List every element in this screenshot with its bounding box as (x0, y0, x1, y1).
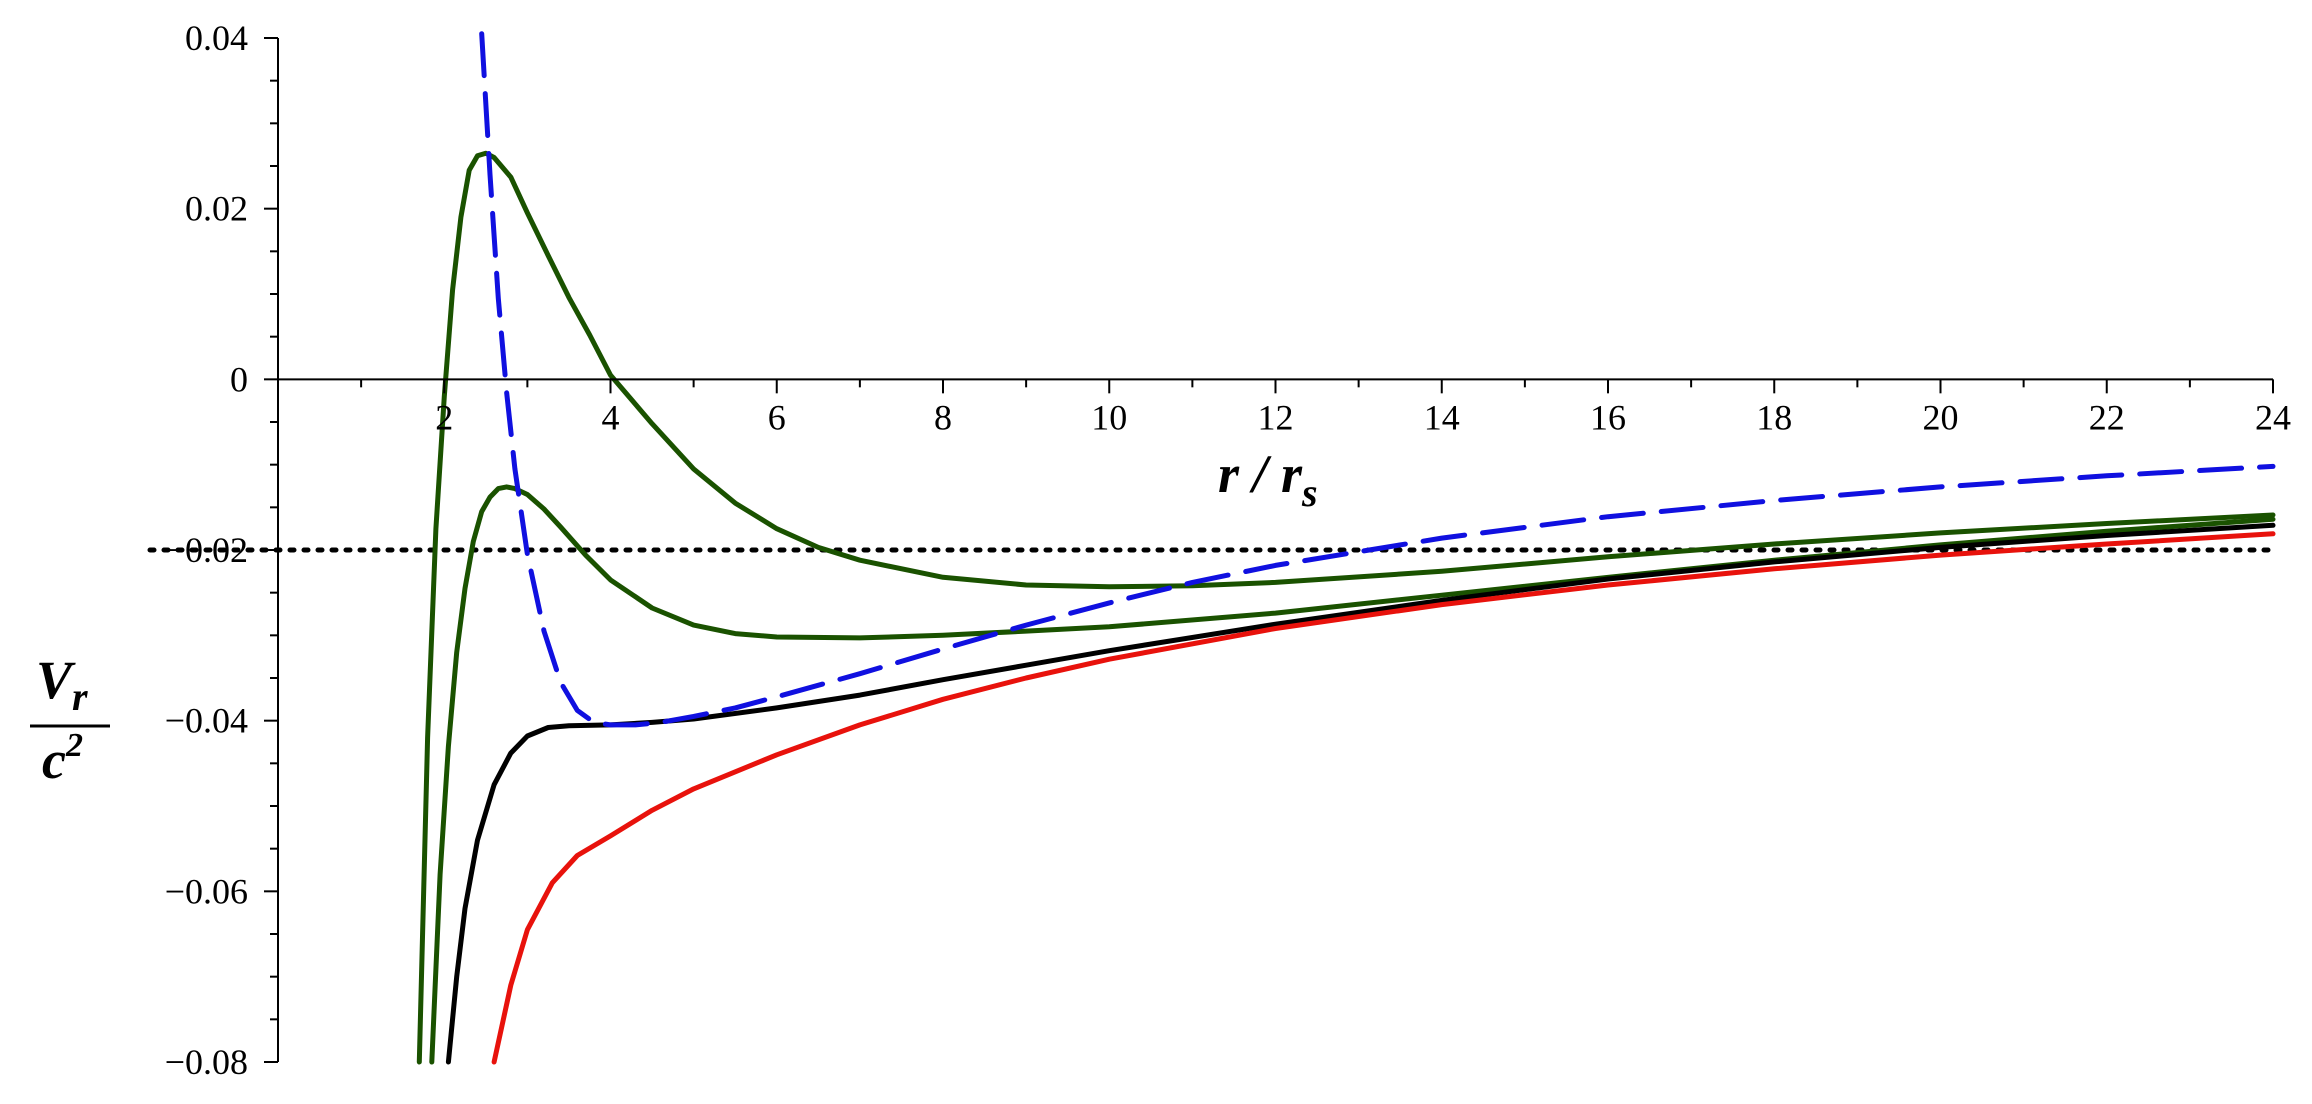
y-tick-label: −0.04 (165, 701, 248, 741)
y-tick-label: 0.04 (185, 18, 248, 58)
y-tick-label: −0.02 (165, 530, 248, 570)
series-line-3 (445, 522, 2276, 1065)
x-tick-label: 22 (2089, 397, 2125, 437)
y-axis-title-denominator-main: c (42, 730, 66, 790)
y-axis-title-denominator-sup: 2 (65, 727, 83, 764)
svg-text:c2: c2 (42, 727, 83, 790)
x-ticks: 2 4 6 8 10 12 14 16 18 20 22 24 (360, 379, 2291, 437)
x-tick-label: 2 (435, 397, 453, 437)
x-tick-label: 4 (602, 397, 620, 437)
y-axis-title-numerator-sub: r (72, 674, 88, 719)
x-tick-label: 20 (1923, 397, 1959, 437)
y-axis-title-numerator-main: V (36, 650, 76, 710)
y-tick-label: −0.08 (165, 1042, 248, 1082)
x-tick-label: 18 (1756, 397, 1792, 437)
x-tick-label: 8 (934, 397, 952, 437)
y-tick-label: 0.02 (185, 189, 248, 229)
x-axis-title: r / rs (1218, 444, 1318, 515)
y-axis-title: Vr c2 (30, 650, 110, 790)
svg-text:r / rs: r / rs (1218, 444, 1318, 515)
x-tick-label: 12 (1258, 397, 1294, 437)
svg-text:Vr: Vr (36, 650, 88, 719)
x-axis-title-sub: s (1301, 470, 1318, 515)
series-line-1 (416, 150, 2276, 1065)
y-ticks: 0.04 0.02 0 −0.02 −0.04 −0.06 −0.08 (165, 18, 278, 1082)
y-tick-label: −0.06 (165, 871, 248, 911)
y-tick-label: 0 (230, 359, 248, 399)
x-tick-label: 10 (1091, 397, 1127, 437)
x-tick-label: 14 (1424, 397, 1460, 437)
x-axis-title-main: r / r (1218, 444, 1303, 504)
series-line-5 (479, 31, 2276, 728)
series-line-4 (491, 531, 2276, 1065)
series-layer (416, 31, 2276, 1065)
x-tick-label: 6 (768, 397, 786, 437)
x-tick-label: 16 (1590, 397, 1626, 437)
series-line-2 (429, 484, 2276, 1065)
x-tick-label: 24 (2255, 397, 2291, 437)
